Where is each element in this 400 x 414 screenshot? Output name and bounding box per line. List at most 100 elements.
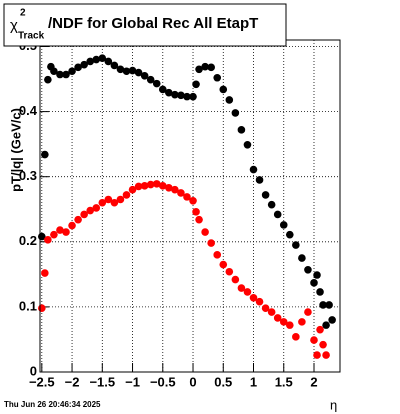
data-point [255,176,264,184]
data-point [249,165,258,174]
data-point [261,191,270,199]
data-point [267,200,276,209]
data-point [243,288,252,296]
data-point [319,340,327,349]
data-point [225,96,234,104]
data-point [62,228,70,236]
title-sup: 2 [20,8,26,19]
data-point [319,301,327,309]
data-point [195,215,203,224]
data-point [249,293,258,302]
data-point [279,318,288,326]
data-point [122,67,131,76]
data-point [255,297,264,306]
data-point [322,351,330,359]
plot-area: −2.5−2−1.5−1−0.500.511.5200.10.20.30.40.… [19,38,340,389]
data-point [325,301,333,309]
data-point [285,321,294,329]
data-point [104,57,113,66]
data-point [207,63,215,72]
data-point [219,260,228,269]
data-point [41,269,49,277]
data-point [41,150,49,159]
data-point [273,314,282,322]
data-point [92,55,101,64]
data-point [189,196,197,205]
data-point [219,85,228,94]
data-point [165,88,173,97]
data-point [171,90,179,99]
data-point [285,230,294,239]
y-tick-label: 0.2 [19,233,37,248]
data-point [146,180,155,189]
data-point [110,198,119,207]
title-box [3,3,287,47]
data-point [183,193,191,201]
data-point [68,67,76,76]
data-point [86,206,95,215]
data-point [310,336,318,344]
data-point [152,79,161,88]
data-point [146,75,155,84]
title-text: /NDF for Global Rec All EtapT [48,15,258,32]
data-point [80,60,88,69]
data-point [292,241,300,249]
title-symbol: χ [10,17,18,34]
x-tick-label: −2.5 [29,374,55,389]
data-point [298,318,306,326]
data-point [192,80,200,89]
data-point [322,321,330,329]
data-point [134,68,143,77]
y-axis-label: pT/|q| (GeV/c) [8,108,23,192]
data-point [50,67,58,76]
data-point [183,92,191,101]
data-point [171,185,179,194]
data-point [44,236,52,244]
data-point [140,182,149,190]
data-point [189,92,197,101]
data-point [316,325,324,334]
data-point [231,275,240,284]
x-tick-label: 2 [310,374,317,389]
data-point [74,215,82,224]
data-point [304,308,312,316]
data-point [74,63,82,72]
data-point [98,54,107,63]
data-point [116,65,125,74]
data-point [110,61,119,70]
x-tick-label: −1.5 [89,374,115,389]
data-point [92,204,101,212]
data-point [38,304,46,313]
data-point [304,265,312,274]
data-point [104,195,113,204]
data-point [158,182,167,190]
x-tick-label: 0 [189,374,196,389]
x-tick-label: 1.5 [275,374,293,389]
data-point [267,308,276,316]
data-point [134,182,143,191]
y-tick-label: 0.1 [19,298,37,313]
data-point [195,65,203,74]
data-point [225,267,234,276]
data-point [140,72,149,80]
data-point [328,316,336,324]
data-point [201,228,209,236]
data-point [261,304,270,313]
data-point [316,288,324,296]
data-point [128,66,137,75]
data-point [98,198,107,207]
data-point [177,189,185,197]
x-tick-label: −2 [65,374,80,389]
x-tick-label: −1 [125,374,140,389]
data-point [279,221,288,229]
data-point [128,185,137,194]
data-point [292,333,300,341]
data-point [237,284,246,292]
data-point [165,183,173,192]
data-point [152,180,161,188]
data-point [177,91,185,100]
data-point [86,57,95,66]
data-point [237,126,246,134]
data-point [122,191,131,199]
